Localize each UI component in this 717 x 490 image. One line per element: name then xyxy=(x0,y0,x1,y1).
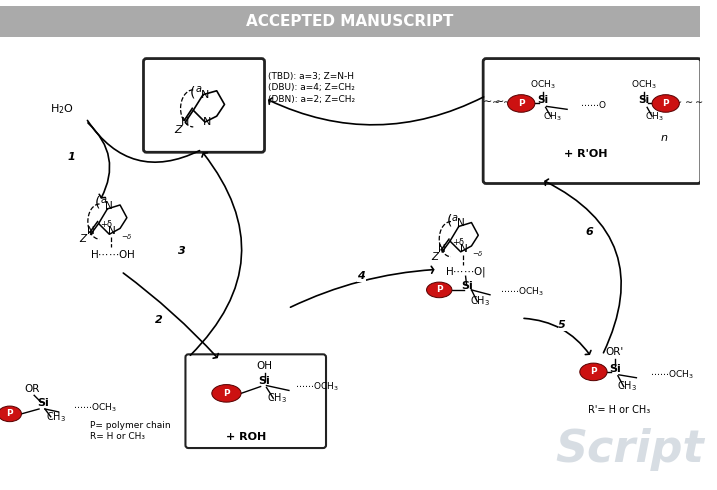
Text: + ROH: + ROH xyxy=(226,432,266,442)
Text: a: a xyxy=(195,84,201,94)
Text: H$\cdots\cdots$O|: H$\cdots\cdots$O| xyxy=(445,265,486,279)
Ellipse shape xyxy=(0,406,22,422)
Text: P= polymer chain: P= polymer chain xyxy=(90,420,171,430)
Text: $\cdots\cdots$OCH$_3$: $\cdots\cdots$OCH$_3$ xyxy=(73,402,117,415)
Text: Z: Z xyxy=(80,234,87,244)
Text: OCH$_3$: OCH$_3$ xyxy=(530,79,556,91)
Text: Si: Si xyxy=(259,376,270,386)
Text: R'= H or CH₃: R'= H or CH₃ xyxy=(588,405,650,415)
Text: $\sim\!\sim$: $\sim\!\sim$ xyxy=(480,96,504,105)
Text: Si: Si xyxy=(37,398,49,408)
Text: a: a xyxy=(452,213,458,222)
Text: $\cdots\cdots$O: $\cdots\cdots$O xyxy=(580,99,607,110)
Text: P: P xyxy=(436,285,442,294)
Text: (DBN): a=2; Z=CH₂: (DBN): a=2; Z=CH₂ xyxy=(268,95,356,104)
Text: H$\cdots\cdots$OH: H$\cdots\cdots$OH xyxy=(90,248,136,260)
Text: N: N xyxy=(203,117,211,127)
Text: + R'OH: + R'OH xyxy=(564,149,607,159)
Text: Si: Si xyxy=(537,96,549,105)
Text: Z: Z xyxy=(174,125,181,135)
Ellipse shape xyxy=(427,282,452,298)
Text: CH$_3$: CH$_3$ xyxy=(543,110,562,122)
Text: Z: Z xyxy=(431,252,438,262)
Ellipse shape xyxy=(580,363,607,381)
Text: $\cdots\cdots$OCH$_3$: $\cdots\cdots$OCH$_3$ xyxy=(500,286,543,298)
Text: N: N xyxy=(438,244,446,254)
Text: $^{-δ}$: $^{-δ}$ xyxy=(473,252,484,262)
FancyBboxPatch shape xyxy=(186,354,326,448)
Text: P: P xyxy=(223,389,229,398)
Text: N: N xyxy=(105,201,113,211)
Text: H$_2$O: H$_2$O xyxy=(49,102,73,116)
Text: P: P xyxy=(590,368,597,376)
Text: $\sim\!\sim\!\sim$: $\sim\!\sim\!\sim$ xyxy=(490,96,521,105)
Text: (: ( xyxy=(95,196,100,210)
FancyBboxPatch shape xyxy=(143,59,265,152)
Text: 5: 5 xyxy=(559,320,566,330)
Text: 1: 1 xyxy=(67,152,75,162)
Text: CH$_3$: CH$_3$ xyxy=(267,391,288,405)
Text: $^{-δ}$: $^{-δ}$ xyxy=(121,234,133,244)
Text: (: ( xyxy=(189,86,195,100)
Text: ACCEPTED MANUSCRIPT: ACCEPTED MANUSCRIPT xyxy=(246,14,453,29)
Text: CH$_3$: CH$_3$ xyxy=(46,411,66,424)
Text: R= H or CH₃: R= H or CH₃ xyxy=(90,432,145,441)
Text: $\cdots\cdots$OCH$_3$: $\cdots\cdots$OCH$_3$ xyxy=(295,380,338,393)
FancyBboxPatch shape xyxy=(483,59,701,184)
Text: $\sim\!\sim\!\sim$: $\sim\!\sim\!\sim$ xyxy=(672,96,703,105)
Text: 2: 2 xyxy=(155,315,163,325)
Text: n: n xyxy=(660,133,668,143)
Text: 6: 6 xyxy=(586,227,594,237)
Text: CH$_3$: CH$_3$ xyxy=(617,379,637,393)
Text: $\cdots\cdots$OCH$_3$: $\cdots\cdots$OCH$_3$ xyxy=(650,369,694,381)
Text: (TBD): a=3; Z=N-H: (TBD): a=3; Z=N-H xyxy=(268,72,354,81)
Text: 4: 4 xyxy=(357,271,365,281)
Ellipse shape xyxy=(212,385,241,402)
Text: N: N xyxy=(460,244,467,254)
Text: +δ: +δ xyxy=(452,238,464,247)
Text: N: N xyxy=(181,117,189,127)
Text: N: N xyxy=(457,219,465,228)
Text: (DBU): a=4; Z=CH₂: (DBU): a=4; Z=CH₂ xyxy=(268,83,356,92)
Text: P: P xyxy=(6,409,13,418)
Text: a: a xyxy=(100,195,106,205)
Text: OR': OR' xyxy=(606,347,624,357)
Text: N: N xyxy=(108,226,116,236)
Text: Si: Si xyxy=(609,364,621,374)
Text: OH: OH xyxy=(257,361,272,371)
Bar xyxy=(0,6,700,37)
Text: P: P xyxy=(518,99,525,108)
Text: CH$_3$: CH$_3$ xyxy=(470,294,490,308)
Ellipse shape xyxy=(652,95,680,112)
Text: Si: Si xyxy=(639,96,650,105)
Text: CH$_3$: CH$_3$ xyxy=(645,110,663,122)
Text: P: P xyxy=(663,99,669,108)
Ellipse shape xyxy=(508,95,535,112)
Text: OCH$_3$: OCH$_3$ xyxy=(632,79,657,91)
Text: OR: OR xyxy=(24,384,40,394)
Text: N: N xyxy=(201,90,209,99)
Text: Si: Si xyxy=(462,281,473,291)
Text: (: ( xyxy=(446,214,452,227)
Text: +δ: +δ xyxy=(100,220,113,229)
Text: Script: Script xyxy=(555,428,704,471)
Text: 3: 3 xyxy=(178,246,186,256)
Text: N: N xyxy=(87,226,95,236)
